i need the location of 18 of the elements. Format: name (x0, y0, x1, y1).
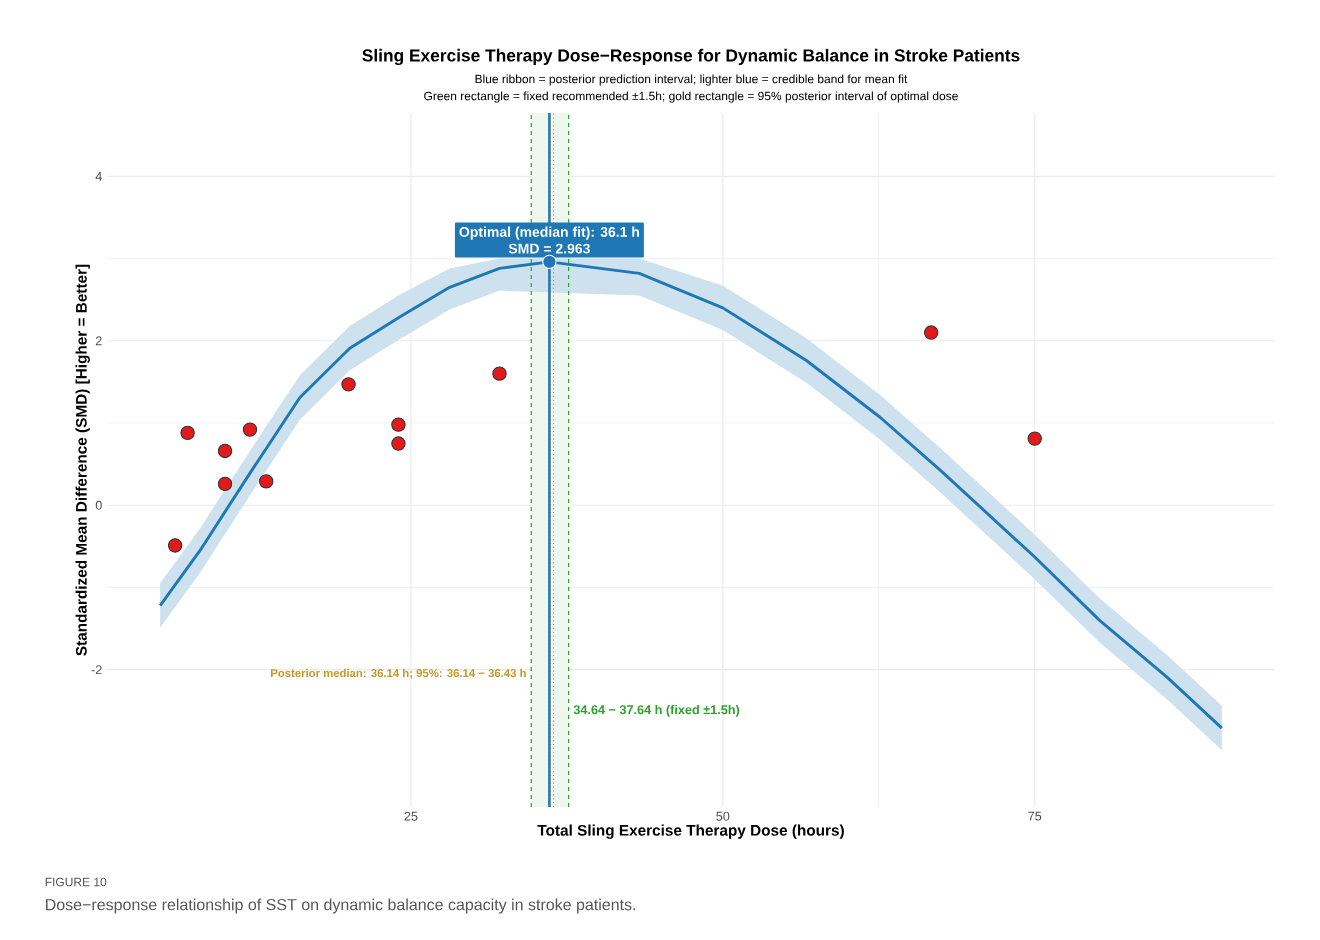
x-axis-title: Total Sling Exercise Therapy Dose (hours) (537, 824, 844, 839)
x-tick-label: 50 (716, 811, 730, 821)
caption: FIGURE 10 (45, 877, 107, 887)
x-tick-label: 25 (404, 811, 418, 821)
x-tick-label: 75 (1028, 811, 1042, 821)
text: Blue ribbon = posterior prediction interval; lighter blue = credible band for mean fit (475, 74, 908, 86)
y-tick-label: 0 (95, 500, 102, 510)
y-tick-label: 2 (95, 336, 102, 346)
y-tick-label: 4 (95, 171, 102, 181)
text: Dose−response relationship of SST on dynamic balance capacity in stroke patients. (46, 898, 636, 914)
chart-title: Sling Exercise Therapy Dose−Response for Dynamic Balance in Stroke Patients (362, 48, 1020, 66)
band-label: Posterior median: 36.14 h; 95%: 36.14 − 36.43 h (271, 668, 526, 679)
annotation: SMD = 2.963 (508, 243, 590, 254)
annotation: Optimal (median fit): 36.1 h (459, 226, 640, 240)
band-label: 34.64 − 37.64 h (fixed ±1.5h) (573, 704, 740, 717)
y-axis-title: Standardized Mean Difference (SMD) [Higher = Better] (75, 264, 90, 656)
text: Green rectangle = fixed recommended ±1.5h; gold rectangle = 95% posterior interval of optimal dose (424, 91, 958, 103)
y-tick-label: -2 (91, 665, 102, 675)
